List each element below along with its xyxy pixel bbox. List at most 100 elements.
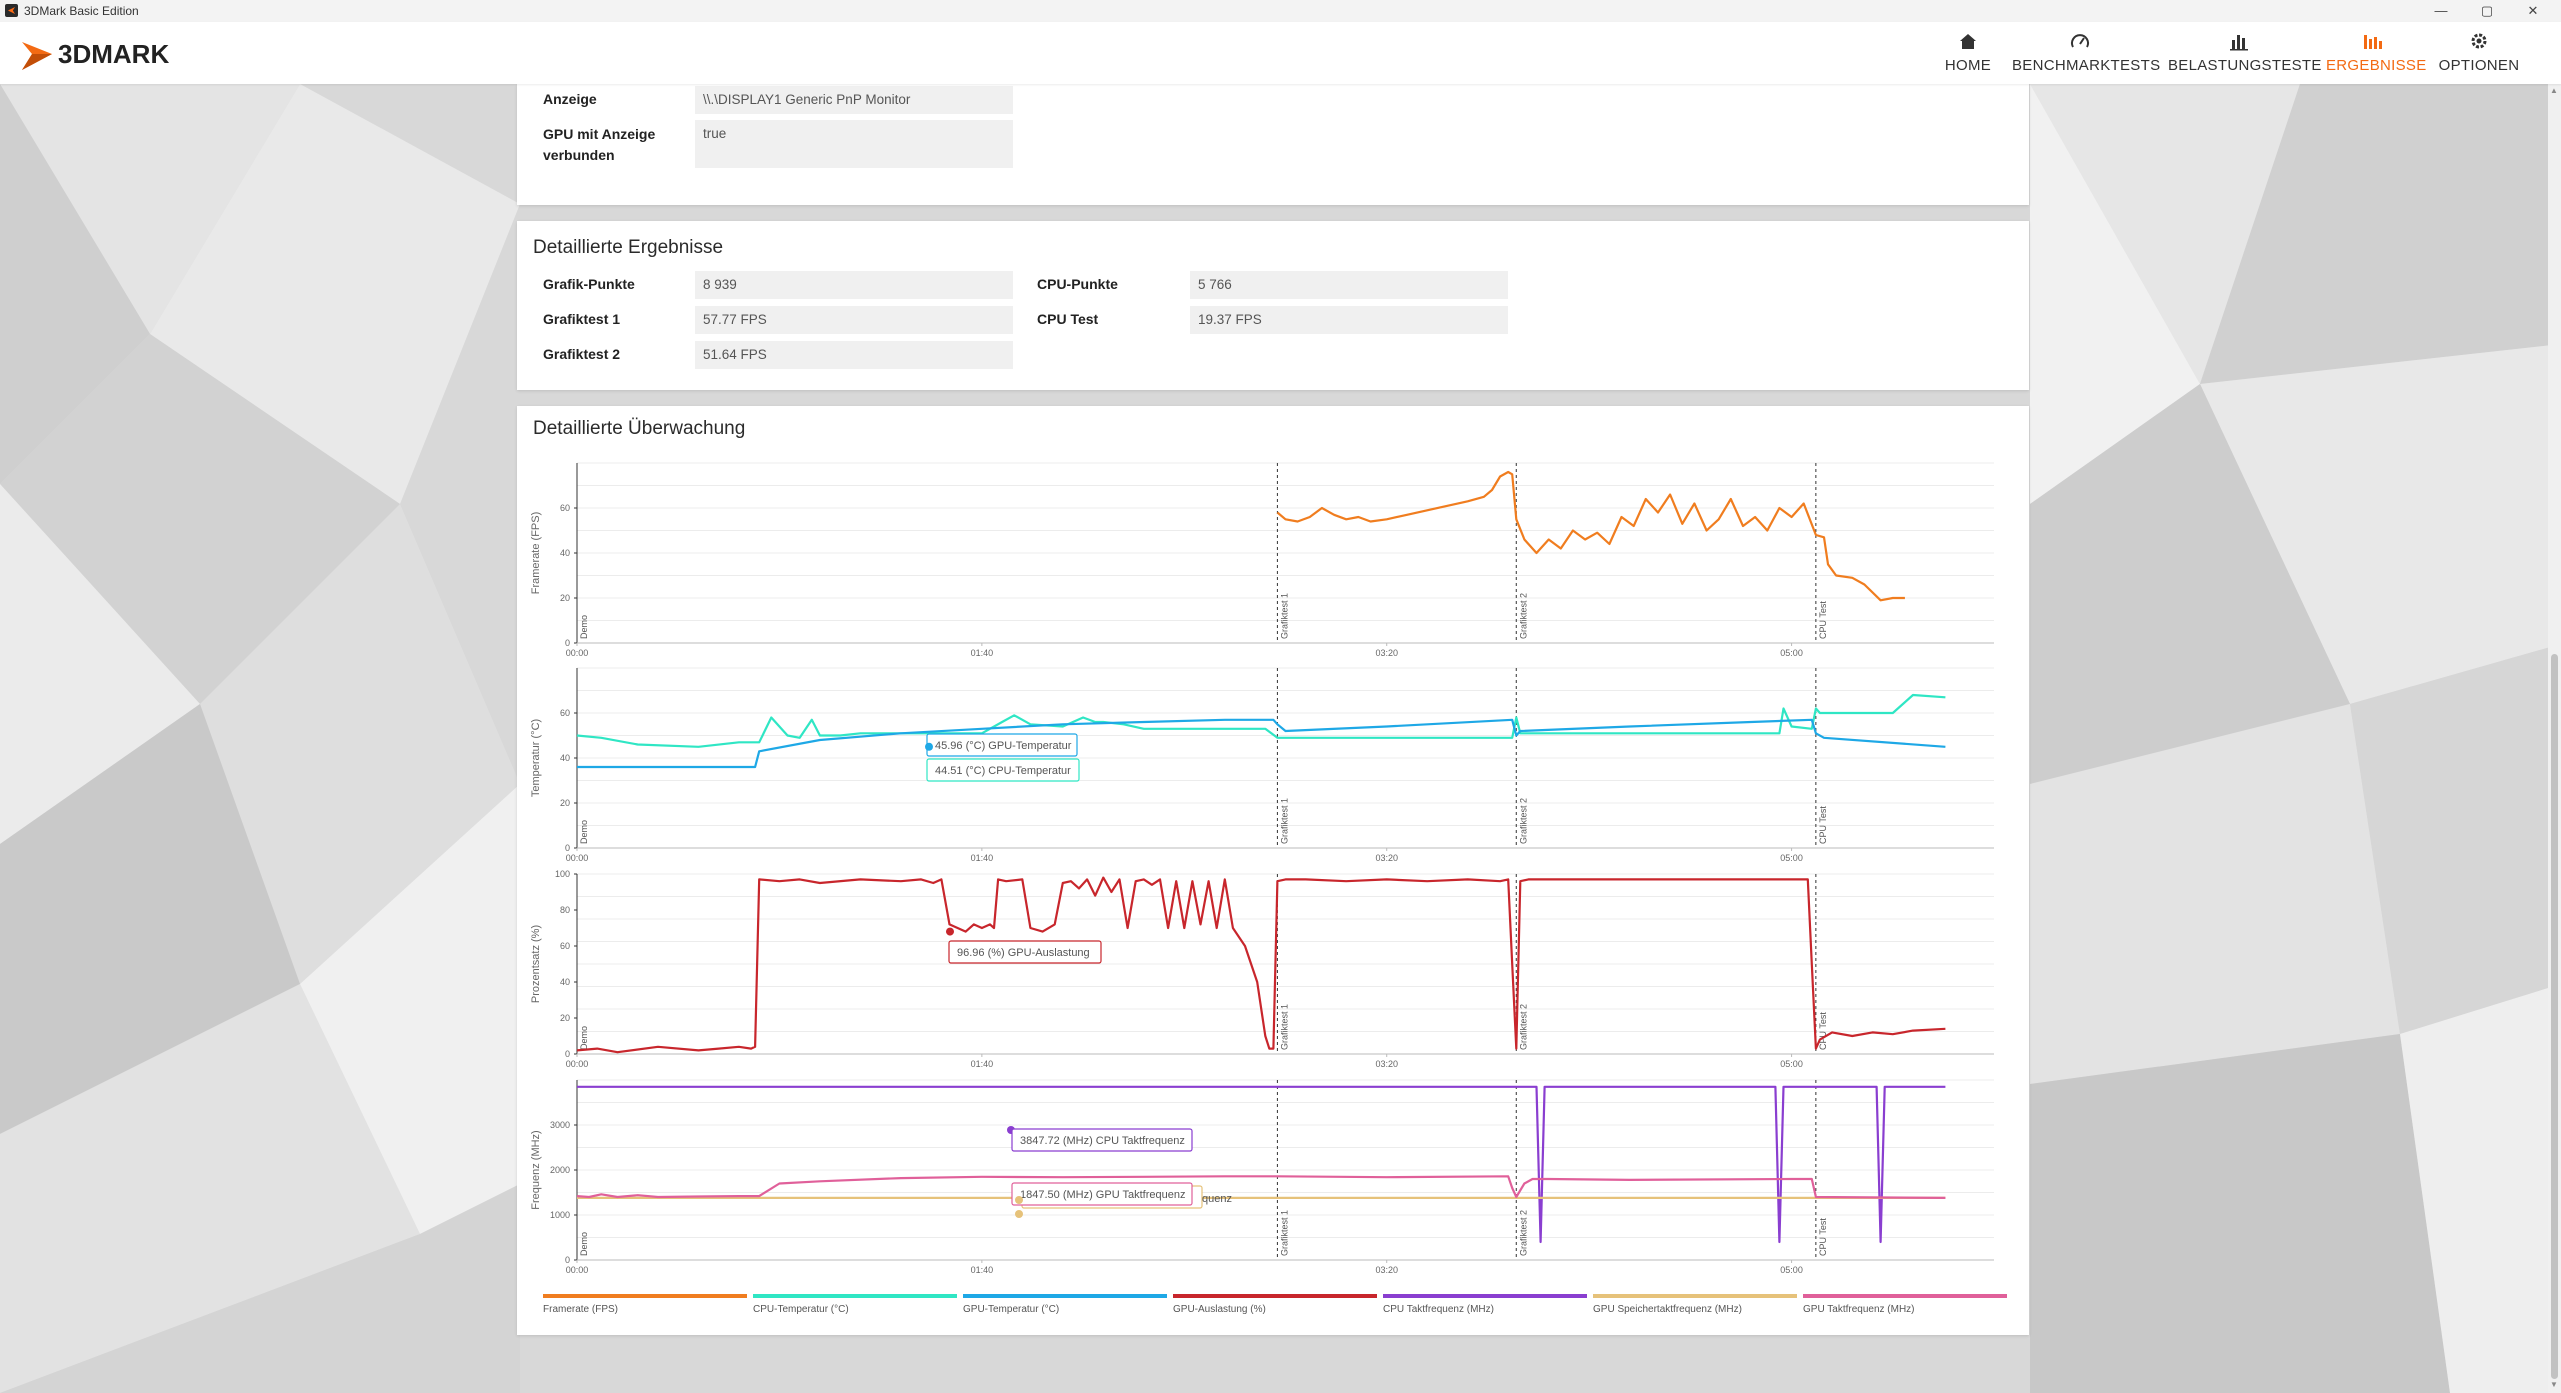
series-line-cpu-temperatur-c- [576,693,1946,748]
tooltip-cpu-temp-text: 44.51 (°C) CPU-Temperatur [935,765,1071,777]
marker-label: Grafiktest 1 [1279,593,1289,639]
series-line-framerate-fps- [1276,470,1905,602]
result-value-grafik-punkte: 8 939 [695,271,1013,299]
monitoring-charts[interactable]: 0 20 40 60 Framerate (FPS) 00:00 01:40 03:20 05:… [517,406,2029,1335]
vertical-scrollbar[interactable]: ▲ ▼ [2548,84,2561,1393]
nav-benchmarktests-label: BENCHMARKTESTS [2012,57,2161,74]
x-tick-label: 01:40 [971,648,994,658]
y-tick-label: 60 [560,708,570,718]
chart-panel-3: 0 20 40 60 80 100 Prozentsatz (%) 00:00 01:40 03:… [530,869,1994,1069]
x-tick-label: 00:00 [566,648,589,658]
legend-label: GPU-Temperatur (°C) [963,1304,1059,1315]
info-value-anzeige: \\.\DISPLAY1 Generic PnP Monitor [695,86,1013,114]
tooltip-gpu-clock-text: 1847.50 (MHz) GPU Taktfrequenz [1020,1189,1185,1201]
marker-label: Grafiktest 2 [1518,1210,1528,1256]
scrollbar-thumb[interactable] [2551,654,2558,1379]
y-tick-label: 2000 [550,1165,570,1175]
monitoring-title: Detaillierte Überwachung [533,418,746,439]
result-value-cpu-test: 19.37 FPS [1190,306,1508,334]
y-axis-label: Temperatur (°C) [530,719,542,797]
info-label-gpu-display: GPU mit Anzeige verbunden [543,126,656,163]
gauge-icon [2071,34,2089,48]
info-value-gpu-display: true [695,120,1013,168]
x-tick-label: 05:00 [1780,1265,1803,1275]
nav-optionen[interactable]: OPTIONEN [2434,22,2524,84]
series-line-gpu-auslastung- [576,876,1946,1054]
nav-belastungsteste-label: BELASTUNGSTESTE [2168,57,2322,74]
marker-label: CPU Test [1818,1218,1828,1256]
maximize-button[interactable]: ▢ [2480,3,2494,18]
legend-item[interactable]: CPU-Temperatur (°C) [753,1294,957,1315]
system-info-panel: Anzeige \\.\DISPLAY1 Generic PnP Monitor… [517,84,2029,205]
x-tick-label: 00:00 [566,1265,589,1275]
y-tick-label: 0 [565,1049,570,1059]
result-label-grafiktest-1: Grafiktest 1 [543,311,621,327]
marker-label: CPU Test [1818,806,1828,844]
y-tick-label: 3000 [550,1120,570,1130]
marker-label: CPU Test [1818,601,1828,639]
legend-swatch [1383,1294,1587,1298]
hover-dot-gpu-load [946,927,954,936]
hover-dot-gpu-temp [925,742,933,751]
info-label-anzeige: Anzeige [543,91,597,107]
scroll-up-icon[interactable]: ▲ [2550,86,2558,95]
legend-swatch [753,1294,957,1298]
home-icon [1960,34,1976,49]
legend-label: GPU-Auslastung (%) [1173,1304,1266,1315]
result-label-cpu-punkte: CPU-Punkte [1037,276,1118,292]
y-tick-label: 0 [565,1255,570,1265]
nav-belastungsteste[interactable]: BELASTUNGSTESTE [2168,22,2322,84]
tooltip-cpu-clock-text: 3847.72 (MHz) CPU Taktfrequenz [1020,1135,1185,1147]
y-tick-label: 0 [565,638,570,648]
series-line-gpu-taktfrequenz-mhz- [576,1175,1946,1199]
legend-item[interactable]: Framerate (FPS) [543,1294,747,1315]
tooltip-cpu-clock: 3847.72 (MHz) CPU Taktfrequenz [1011,1128,1193,1152]
scroll-down-icon[interactable]: ▼ [2550,1380,2558,1389]
marker-label: CPU Test [1818,1012,1828,1050]
app-icon [5,4,18,17]
x-tick-label: 00:00 [566,853,589,863]
result-label-grafiktest-2: Grafiktest 2 [543,346,621,362]
chart-panel-1: 0 20 40 60 Framerate (FPS) 00:00 01:40 03:20 05:… [530,462,1994,658]
x-tick-label: 01:40 [971,1059,994,1069]
tooltip-cpu-temp: 44.51 (°C) CPU-Temperatur [926,758,1080,782]
y-axis-label: Prozentsatz (%) [530,925,542,1003]
y-tick-label: 40 [560,977,570,987]
legend-item[interactable]: GPU-Auslastung (%) [1173,1294,1377,1315]
result-value-grafiktest-1: 57.77 FPS [695,306,1013,334]
3dmark-logo[interactable]: 3DMARK [18,30,228,76]
chart-panel-4: 0 1000 2000 3000 Frequenz (MHz) 00:00 01:40 03:… [530,1079,1994,1275]
tooltip-gpu-load: 96.96 (%) GPU-Auslastung [948,940,1102,964]
y-tick-label: 20 [560,1013,570,1023]
detailed-results-title: Detaillierte Ergebnisse [533,237,724,258]
x-tick-label: 03:20 [1375,1059,1398,1069]
result-label-grafik-punkte: Grafik-Punkte [543,276,635,292]
marker-label: Grafiktest 2 [1518,593,1528,639]
series-line-gpu-temperatur-c- [577,718,1946,769]
marker-label: Demo [579,820,589,844]
brand-name: 3DMARK [58,39,169,69]
bars-chart-icon [2230,35,2248,51]
legend-item[interactable]: CPU Taktfrequenz (MHz) [1383,1294,1587,1315]
y-tick-label: 20 [560,593,570,603]
minimize-button[interactable]: — [2434,3,2448,18]
tooltip-gpu-temp: 45.96 (°C) GPU-Temperatur [926,733,1078,757]
tooltip-gpu-clock: 1847.50 (MHz) GPU Taktfrequenz [1011,1182,1193,1206]
nav-home[interactable]: HOME [1940,22,1996,84]
legend-item[interactable]: GPU Speichertaktfrequenz (MHz) [1593,1294,1797,1315]
legend-item[interactable]: GPU-Temperatur (°C) [963,1294,1167,1315]
series-line-cpu-taktfrequenz-mhz- [577,1085,1946,1244]
tooltip-gpu-clock-box [1011,1182,1193,1206]
hover-dot-gpu-clock [1015,1210,1023,1218]
y-tick-label: 60 [560,941,570,951]
legend-item[interactable]: GPU Taktfrequenz (MHz) [1803,1294,2007,1315]
nav-benchmarktests[interactable]: BENCHMARKTESTS [2012,22,2161,84]
close-button[interactable]: ✕ [2527,3,2539,18]
y-tick-label: 40 [560,548,570,558]
y-axis-label: Frequenz (MHz) [530,1130,542,1209]
results-chart-icon [2364,35,2382,49]
tooltip-mem-clock-partial: quenz [1202,1193,1232,1205]
detailed-results-panel: Detaillierte Ergebnisse Grafik-Punkte 8 … [517,221,2029,390]
tooltip-cpu-clock-box [1011,1128,1193,1152]
nav-ergebnisse[interactable]: ERGEBNISSE [2326,22,2426,84]
